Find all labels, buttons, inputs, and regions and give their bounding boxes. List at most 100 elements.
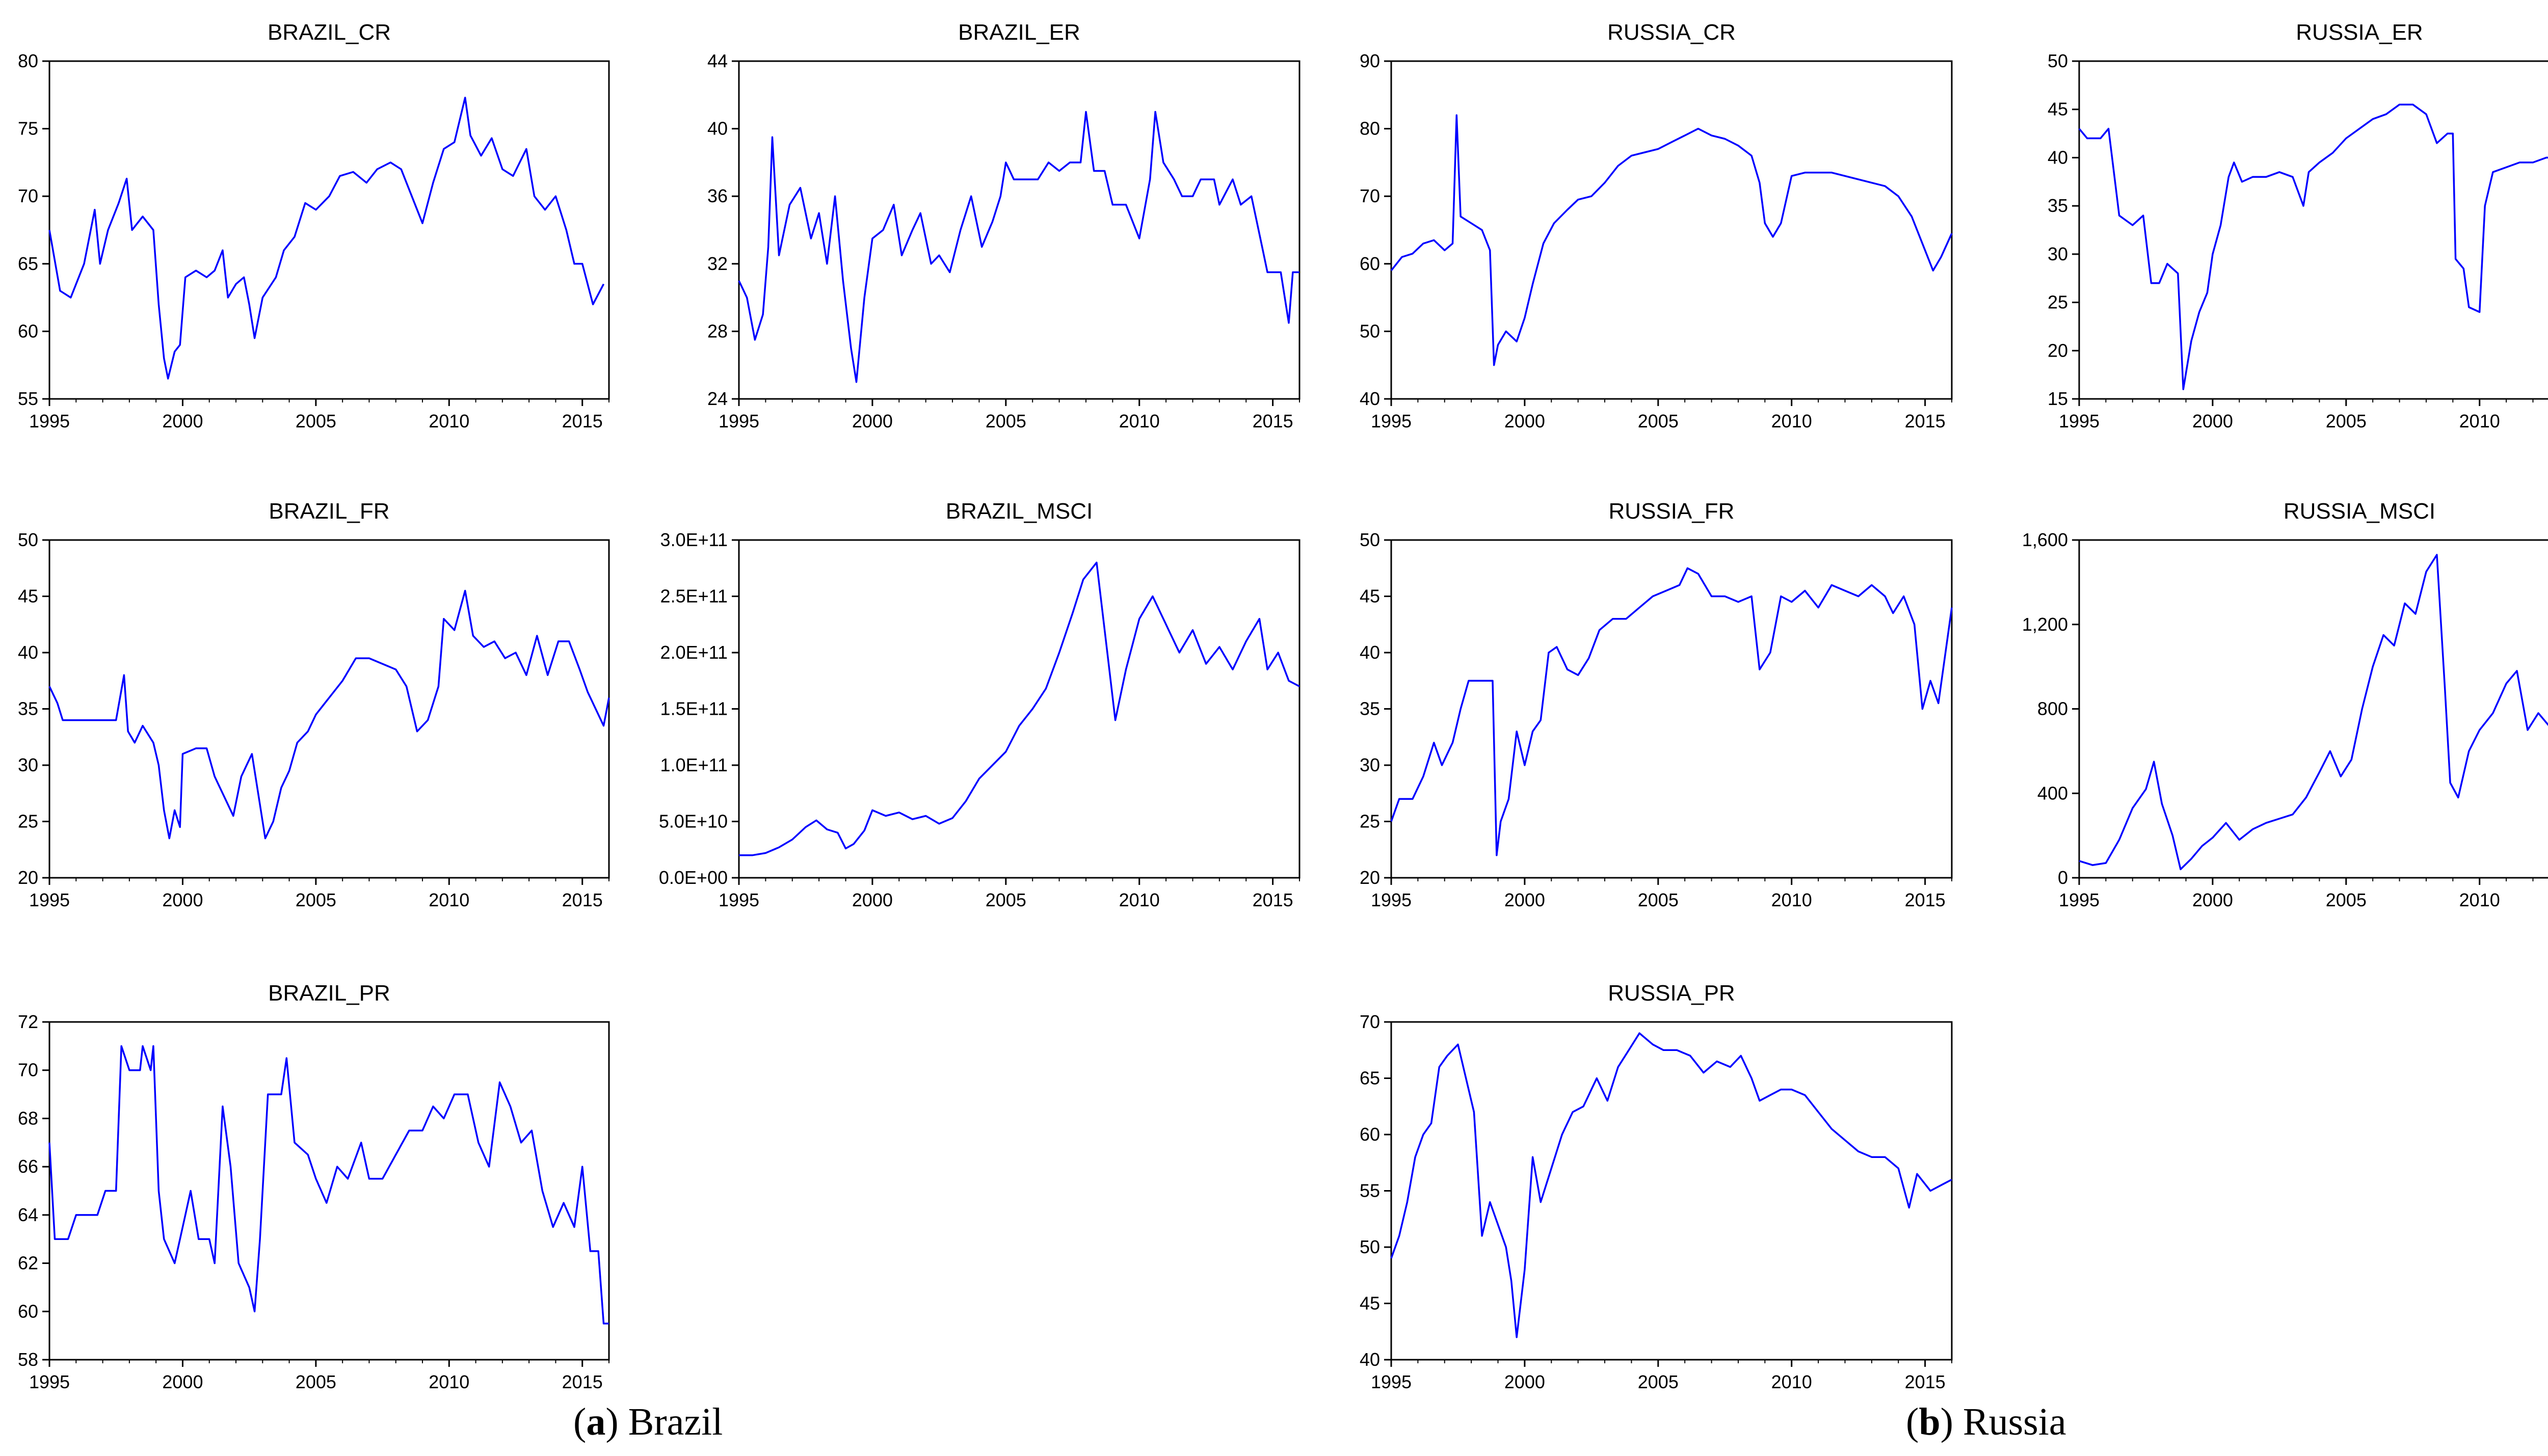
x-tick-label: 2000 bbox=[162, 889, 203, 910]
caption-letter: b bbox=[1919, 1400, 1941, 1443]
y-tick-label: 55 bbox=[1360, 1180, 1380, 1201]
x-tick-label: 2005 bbox=[1638, 889, 1679, 910]
chart-brazil_cr: BRAZIL_CR 55 60 65 70 75 80 1995 2000 2005 2010 201… bbox=[18, 20, 610, 432]
y-tick-label: 70 bbox=[18, 1060, 38, 1081]
y-tick-label: 40 bbox=[1360, 388, 1380, 409]
x-tick-label: 2000 bbox=[1504, 889, 1545, 910]
y-tick-label: 70 bbox=[1360, 185, 1380, 206]
y-tick-label: 80 bbox=[18, 50, 38, 71]
x-tick-label: 2015 bbox=[562, 1371, 603, 1392]
y-tick-label: 62 bbox=[18, 1253, 38, 1274]
y-tick-label: 60 bbox=[1360, 1124, 1380, 1145]
y-tick-label: 44 bbox=[707, 50, 728, 71]
x-tick-label: 2000 bbox=[162, 1371, 203, 1392]
x-tick-label: 2000 bbox=[162, 411, 203, 432]
y-tick-label: 45 bbox=[18, 586, 38, 607]
x-tick-label: 1995 bbox=[719, 889, 759, 910]
x-tick-label: 2005 bbox=[2326, 889, 2367, 910]
y-tick-label: 65 bbox=[18, 253, 38, 274]
x-tick-label: 2000 bbox=[2192, 889, 2233, 910]
y-tick-label: 0.0E+00 bbox=[659, 867, 728, 888]
chart-title: RUSSIA_CR bbox=[1607, 20, 1736, 45]
chart-title: BRAZIL_FR bbox=[269, 499, 389, 524]
y-tick-label: 50 bbox=[2048, 50, 2068, 71]
y-tick-label: 40 bbox=[18, 642, 38, 663]
y-tick-label: 60 bbox=[1360, 253, 1380, 274]
x-tick-label: 2010 bbox=[1771, 411, 1812, 432]
y-tick-label: 28 bbox=[707, 320, 728, 341]
x-tick-label: 2005 bbox=[2326, 411, 2367, 432]
plot-frame bbox=[1390, 1021, 1953, 1361]
x-tick-label: 2015 bbox=[562, 411, 603, 432]
x-tick-label: 2010 bbox=[2459, 411, 2500, 432]
series-line bbox=[1390, 567, 1953, 856]
y-tick-label: 2.0E+11 bbox=[660, 642, 728, 663]
x-tick-label: 2015 bbox=[1253, 411, 1293, 432]
x-tick-label: 1995 bbox=[1371, 889, 1412, 910]
x-tick-label: 2015 bbox=[1905, 1371, 1946, 1392]
x-tick-label: 2015 bbox=[562, 889, 603, 910]
plot-frame bbox=[48, 1021, 610, 1361]
y-tick-label: 30 bbox=[1360, 754, 1380, 775]
y-tick-label: 24 bbox=[707, 388, 728, 409]
series-line bbox=[1390, 1032, 1952, 1338]
y-tick-label: 1.5E+11 bbox=[660, 698, 728, 719]
y-tick-label: 2.5E+11 bbox=[660, 586, 728, 607]
chart-russia_cr: RUSSIA_CR 40 50 60 70 80 90 1995 2000 2005 2010 201… bbox=[1360, 20, 1953, 432]
y-tick-label: 50 bbox=[1360, 320, 1380, 341]
y-tick-label: 40 bbox=[707, 118, 728, 139]
y-tick-label: 58 bbox=[18, 1349, 38, 1370]
y-tick-label: 25 bbox=[1360, 811, 1380, 832]
y-tick-label: 45 bbox=[2048, 99, 2068, 120]
chart-brazil_er: BRAZIL_ER 24 28 32 36 40 44 1995 2000 2005 2010 201… bbox=[707, 20, 1300, 432]
y-tick-label: 80 bbox=[1360, 118, 1380, 139]
series-line bbox=[48, 589, 610, 840]
x-tick-label: 1995 bbox=[1371, 1371, 1412, 1392]
chart-russia_pr: RUSSIA_PR 40 45 50 55 60 65 70 1995 2000 2005 2010 2… bbox=[1360, 981, 1953, 1392]
chart-russia_fr: RUSSIA_FR 20 25 30 35 40 45 50 1995 2000 2005 2010 2… bbox=[1360, 499, 1953, 910]
chart-title: RUSSIA_PR bbox=[1608, 981, 1735, 1006]
series-line bbox=[1390, 114, 1953, 366]
y-tick-label: 800 bbox=[2037, 698, 2068, 719]
plot-frame bbox=[1390, 60, 1953, 400]
y-tick-label: 30 bbox=[2048, 244, 2068, 264]
chart-brazil_msci: BRAZIL_MSCI 0.0E+00 5.0E+10 1.0E+11 1.5E+11 2… bbox=[659, 499, 1300, 910]
y-tick-label: 60 bbox=[18, 1301, 38, 1322]
plot-frame bbox=[2078, 60, 2548, 400]
plot-frame bbox=[1390, 539, 1953, 879]
x-tick-label: 2005 bbox=[1638, 411, 1679, 432]
chart-title: RUSSIA_ER bbox=[2296, 20, 2423, 45]
x-tick-label: 2010 bbox=[1771, 889, 1812, 910]
y-tick-label: 50 bbox=[1360, 529, 1380, 550]
x-tick-label: 1995 bbox=[29, 1371, 70, 1392]
x-tick-label: 2005 bbox=[296, 1371, 336, 1392]
x-tick-label: 1995 bbox=[2059, 411, 2100, 432]
y-tick-label: 40 bbox=[1360, 1349, 1380, 1370]
y-tick-label: 90 bbox=[1360, 50, 1380, 71]
chart-title: BRAZIL_PR bbox=[268, 981, 390, 1006]
y-tick-label: 1,200 bbox=[2022, 614, 2068, 635]
x-tick-label: 2010 bbox=[429, 411, 469, 432]
y-tick-label: 45 bbox=[1360, 586, 1380, 607]
x-tick-label: 1995 bbox=[29, 889, 70, 910]
y-tick-label: 1.0E+11 bbox=[660, 754, 728, 775]
caption-letter: a bbox=[586, 1400, 606, 1443]
chart-title: BRAZIL_MSCI bbox=[946, 499, 1093, 524]
y-tick-label: 25 bbox=[2048, 292, 2068, 313]
y-tick-label: 70 bbox=[18, 185, 38, 206]
caption-b: (b) Russia bbox=[1906, 1400, 2066, 1443]
caption-text: Russia bbox=[1962, 1400, 2066, 1443]
chart-title: BRAZIL_ER bbox=[958, 20, 1080, 45]
x-tick-label: 2005 bbox=[1638, 1371, 1679, 1392]
chart-title: RUSSIA_MSCI bbox=[2284, 499, 2435, 524]
x-tick-label: 2000 bbox=[1504, 1371, 1545, 1392]
x-tick-label: 2010 bbox=[2459, 889, 2500, 910]
y-tick-label: 35 bbox=[2048, 195, 2068, 216]
chart-russia_er: RUSSIA_ER 15 20 25 30 35 40 45 50 1995 2000 2005 201… bbox=[2048, 20, 2548, 432]
plot-frame bbox=[48, 60, 610, 400]
y-tick-label: 20 bbox=[18, 867, 38, 888]
x-tick-label: 2000 bbox=[2192, 411, 2233, 432]
x-tick-label: 1995 bbox=[719, 411, 759, 432]
y-tick-label: 72 bbox=[18, 1011, 38, 1032]
